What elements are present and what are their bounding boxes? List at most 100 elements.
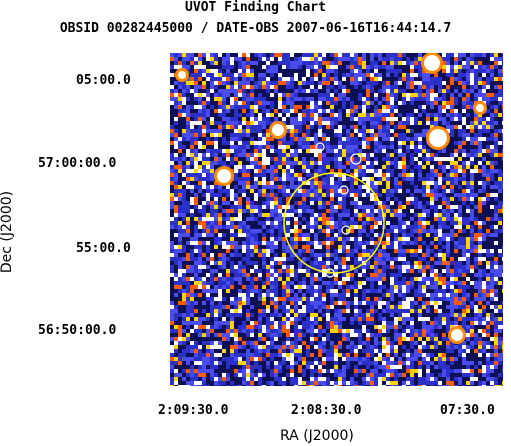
noise-pixel xyxy=(274,89,278,93)
noise-pixel xyxy=(218,201,222,205)
noise-pixel xyxy=(190,241,194,245)
noise-pixel xyxy=(442,193,446,197)
noise-pixel xyxy=(414,101,418,105)
noise-pixel xyxy=(374,241,378,245)
noise-pixel xyxy=(282,261,286,265)
noise-pixel xyxy=(486,117,490,121)
noise-pixel xyxy=(398,81,402,85)
noise-pixel xyxy=(178,205,182,209)
noise-pixel xyxy=(306,65,310,69)
noise-pixel xyxy=(350,189,354,193)
noise-pixel xyxy=(418,69,422,73)
noise-pixel xyxy=(218,61,222,65)
noise-pixel xyxy=(406,81,410,85)
noise-pixel xyxy=(314,269,318,273)
noise-pixel xyxy=(406,101,410,105)
noise-pixel xyxy=(386,121,390,125)
noise-pixel xyxy=(182,81,186,85)
noise-pixel xyxy=(310,97,314,101)
noise-pixel xyxy=(298,85,302,89)
noise-pixel xyxy=(358,233,362,237)
noise-pixel xyxy=(398,213,402,217)
noise-pixel xyxy=(254,161,258,165)
noise-pixel xyxy=(390,285,394,289)
noise-pixel xyxy=(270,289,274,293)
noise-pixel xyxy=(346,249,350,253)
noise-pixel xyxy=(318,213,322,217)
noise-pixel xyxy=(474,129,478,133)
noise-pixel xyxy=(234,221,238,225)
noise-pixel xyxy=(470,241,474,245)
noise-pixel xyxy=(186,53,190,57)
noise-pixel xyxy=(350,209,354,213)
noise-pixel xyxy=(210,153,214,157)
noise-pixel xyxy=(446,229,450,233)
noise-pixel xyxy=(462,65,466,69)
noise-pixel xyxy=(358,177,362,181)
noise-pixel xyxy=(198,117,202,121)
noise-pixel xyxy=(194,201,198,205)
noise-pixel xyxy=(226,185,230,189)
noise-pixel xyxy=(362,213,366,217)
noise-pixel xyxy=(290,117,294,121)
noise-pixel xyxy=(470,273,474,277)
noise-pixel xyxy=(206,53,210,57)
noise-pixel xyxy=(458,165,462,169)
noise-pixel xyxy=(478,261,482,265)
noise-pixel xyxy=(358,273,362,277)
noise-pixel xyxy=(218,57,222,61)
noise-pixel xyxy=(370,93,374,97)
noise-pixel xyxy=(206,141,210,145)
noise-pixel xyxy=(318,137,322,141)
noise-pixel xyxy=(182,65,186,69)
noise-pixel xyxy=(402,117,406,121)
noise-pixel xyxy=(494,221,498,225)
noise-pixel xyxy=(290,93,294,97)
noise-pixel xyxy=(422,281,426,285)
noise-pixel xyxy=(246,249,250,253)
noise-pixel xyxy=(322,157,326,161)
noise-pixel xyxy=(394,269,398,273)
noise-pixel xyxy=(190,137,194,141)
noise-pixel xyxy=(198,73,202,77)
noise-pixel xyxy=(414,281,418,285)
noise-pixel xyxy=(174,97,178,101)
noise-pixel xyxy=(242,177,246,181)
noise-pixel xyxy=(346,149,350,153)
noise-pixel xyxy=(362,101,366,105)
noise-pixel xyxy=(502,181,503,185)
noise-pixel xyxy=(450,189,454,193)
noise-pixel xyxy=(382,57,386,61)
noise-pixel xyxy=(322,141,326,145)
noise-pixel xyxy=(454,81,458,85)
noise-pixel xyxy=(430,189,434,193)
noise-pixel xyxy=(314,197,318,201)
noise-pixel xyxy=(426,197,430,201)
noise-pixel xyxy=(466,277,470,281)
noise-pixel xyxy=(366,145,370,149)
noise-pixel xyxy=(314,177,318,181)
noise-pixel xyxy=(206,169,210,173)
noise-pixel xyxy=(478,165,482,169)
noise-pixel xyxy=(366,249,370,253)
noise-pixel xyxy=(478,237,482,241)
noise-pixel xyxy=(310,89,314,93)
noise-pixel xyxy=(362,217,366,221)
noise-pixel xyxy=(402,193,406,197)
noise-pixel xyxy=(186,177,190,181)
noise-pixel xyxy=(190,89,194,93)
noise-pixel xyxy=(406,53,410,57)
noise-pixel xyxy=(470,69,474,73)
noise-pixel xyxy=(270,181,274,185)
noise-pixel xyxy=(190,73,194,77)
noise-pixel xyxy=(438,85,442,89)
noise-pixel xyxy=(358,281,362,285)
noise-pixel xyxy=(222,237,226,241)
noise-pixel xyxy=(430,169,434,173)
noise-pixel xyxy=(394,125,398,129)
noise-pixel xyxy=(318,217,322,221)
noise-pixel xyxy=(246,229,250,233)
noise-pixel xyxy=(354,105,358,109)
noise-pixel xyxy=(246,201,250,205)
noise-pixel xyxy=(410,273,414,277)
